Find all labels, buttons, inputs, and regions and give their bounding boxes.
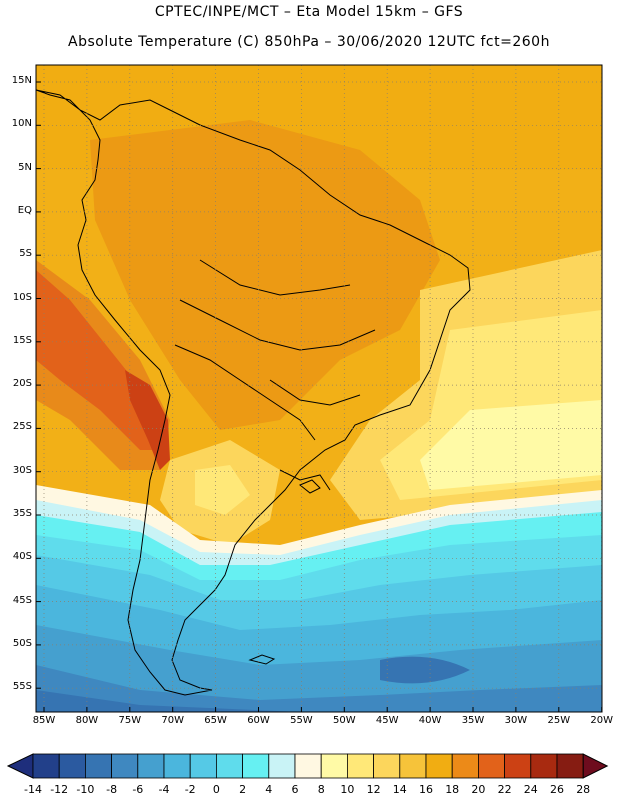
lat-label: 55S <box>12 681 32 693</box>
temperature-field <box>36 65 602 712</box>
islands <box>248 479 321 665</box>
colorbar-swatch <box>530 753 558 779</box>
colorbar-swatch <box>163 753 191 779</box>
lon-label: 85W <box>32 715 56 726</box>
lat-label: 15S <box>12 334 32 346</box>
colorbar-label: -10 <box>76 783 95 796</box>
colorbar-swatch <box>85 753 113 779</box>
lat-label: 20S <box>12 378 32 390</box>
lon-label: 35W <box>461 715 485 726</box>
colorbar-label: 4 <box>265 783 273 796</box>
colorbar-swatch <box>399 753 427 779</box>
colorbar-label: 8 <box>317 783 325 796</box>
colorbar-swatch <box>294 753 322 779</box>
lat-label: 50S <box>12 637 32 649</box>
lon-label: 55W <box>290 715 313 726</box>
colorbar-swatch <box>137 753 165 779</box>
colorbar-label: 10 <box>340 783 355 796</box>
colorbar-label: -12 <box>50 783 69 796</box>
colorbar-swatch <box>215 753 243 779</box>
colorbar-label: -2 <box>184 783 196 796</box>
lon-label: 45W <box>375 715 399 726</box>
colorbar-label: 14 <box>392 783 407 796</box>
lon-label: 70W <box>161 715 184 726</box>
lat-label: 10N <box>11 118 32 130</box>
colorbar-swatch <box>504 753 532 779</box>
lat-label: 15N <box>11 75 32 86</box>
lon-label: 50W <box>332 715 356 726</box>
map-subtitle: Absolute Temperature (C) 850hPa – 30/06/… <box>68 34 550 50</box>
colorbar-swatch <box>373 753 401 779</box>
colorbar-swatch <box>346 753 374 779</box>
colorbar <box>6 753 609 779</box>
lon-label: 25W <box>547 715 571 726</box>
lat-label: 25S <box>12 421 32 433</box>
colorbar-swatch <box>556 753 584 779</box>
colorbar-swatch <box>111 753 139 779</box>
colorbar-label: 24 <box>523 783 538 796</box>
colorbar-label: 0 <box>212 783 220 796</box>
lat-label: 40S <box>12 551 32 563</box>
colorbar-swatch <box>320 753 348 779</box>
lon-label: 20W <box>590 715 613 726</box>
lon-label: 60W <box>247 715 270 726</box>
colorbar-label: -8 <box>106 783 118 796</box>
colorbar-label: 28 <box>576 783 591 796</box>
lon-label: 65W <box>204 715 227 726</box>
grid-ticks <box>36 65 603 712</box>
lat-label: EQ <box>17 204 32 216</box>
colorbar-under-arrow <box>6 753 34 779</box>
lat-label: 35S <box>12 508 32 519</box>
colorbar-swatch <box>242 753 270 779</box>
lat-label: 30S <box>12 464 32 476</box>
lat-label: 5S <box>19 248 32 260</box>
colorbar-label: 26 <box>550 783 564 796</box>
colorbar-label: 18 <box>445 783 460 796</box>
lat-label: 5N <box>18 161 32 173</box>
colorbar-swatch <box>425 753 453 779</box>
coastline <box>36 89 471 696</box>
colorbar-label: -4 <box>158 783 170 796</box>
colorbar-label: 20 <box>471 783 486 796</box>
lat-label: 45S <box>12 594 32 606</box>
colorbar-label: 6 <box>291 783 299 796</box>
lon-label: 30W <box>504 715 528 726</box>
colorbar-label: 16 <box>419 783 433 796</box>
colorbar-label: 12 <box>366 783 381 796</box>
colorbar-swatch <box>451 753 479 779</box>
map-frame <box>35 64 603 713</box>
colorbar-swatch <box>58 753 86 779</box>
lon-label: 75W <box>118 715 142 726</box>
colorbar-label: 2 <box>239 783 247 796</box>
lat-label: 10S <box>12 291 32 303</box>
colorbar-over-arrow <box>582 753 609 779</box>
lon-label: 40W <box>418 715 442 726</box>
colorbar-swatch <box>477 753 505 779</box>
lon-label: 80W <box>75 715 99 726</box>
colorbar-label: -6 <box>132 783 144 796</box>
map-title: CPTEC/INPE/MCT – Eta Model 15km – GFS <box>154 4 464 20</box>
colorbar-label: -14 <box>24 783 42 796</box>
colorbar-swatch <box>32 753 60 779</box>
colorbar-swatch <box>189 753 217 779</box>
colorbar-swatch <box>268 753 296 779</box>
colorbar-label: 22 <box>497 783 512 796</box>
